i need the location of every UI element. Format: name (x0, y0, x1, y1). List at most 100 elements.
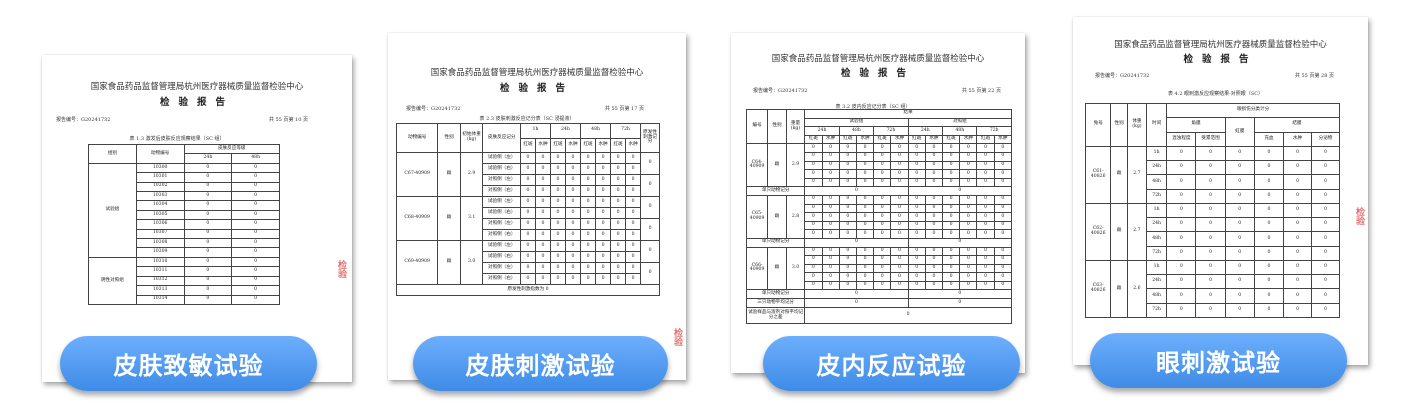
site-label: 试验侧（左） (482, 152, 521, 165)
value-cell: 0 (942, 212, 961, 222)
value-cell: 0 (907, 280, 926, 291)
value-cell: 0 (183, 294, 233, 305)
value-cell: 0 (907, 229, 926, 239)
value-cell: 0 (580, 251, 597, 263)
value-cell: 0 (924, 169, 944, 179)
table-row: 24h 0 0 0 0 0 0 (1086, 160, 1340, 176)
table-row: 对照侧（右） 0 0 0 0 0 0 0 0 (397, 185, 660, 198)
value-cell: 0 (890, 229, 909, 239)
value-cell: 0 (565, 251, 582, 263)
value-cell: 0 (890, 169, 909, 179)
site-label: 试验侧（左） (482, 196, 521, 209)
animal-id: C61-40826 (1084, 145, 1112, 204)
value-cell: 0 (534, 240, 552, 253)
value-cell: 0 (873, 143, 892, 153)
summary-label: 三只动物平均记分 (745, 298, 806, 308)
table-row: C66-40909 雌 3.0 0 0 0 0 0 0 0 0 0 0 0 0 (745, 246, 1013, 291)
column-header: 72h (610, 123, 642, 139)
value-cell: 0 (231, 172, 280, 183)
table-row: C64-40909 雌 2.9 0 0 0 0 0 0 0 0 0 0 0 0 (745, 143, 1013, 188)
column-header: 48h (231, 153, 280, 164)
value-cell: 0 (1311, 145, 1340, 162)
animal-id: 10311 (135, 266, 185, 277)
animal-id: 10312 (135, 275, 185, 287)
value-cell: 0 (924, 220, 944, 231)
value-cell: 0 (625, 262, 642, 274)
value-cell: 0 (959, 255, 978, 265)
value-cell: 0 (1311, 288, 1340, 304)
page-number: 共 55 页第 10 页 (268, 117, 308, 123)
value-cell: 0 (907, 194, 926, 205)
value-cell: 0 (942, 280, 961, 291)
table-row: 阴性对照组 10310 0 0 (88, 256, 280, 306)
value-cell: 0 (595, 218, 612, 231)
value-cell: 0 (873, 246, 892, 257)
value-cell: 0 (549, 196, 567, 209)
summary-value: 0 (804, 289, 909, 300)
animal-id: C68-40909 (395, 196, 439, 242)
value-cell: 0 (890, 203, 909, 214)
value-cell: 0 (231, 247, 280, 258)
column-header: 初始体重(kg) (459, 122, 484, 154)
value-cell: 0 (231, 228, 280, 240)
org-name: 国家食品药品监督管理局杭州医疗器械质量监督检验中心 (771, 54, 985, 64)
report-title: 检验报告 (1183, 54, 1258, 65)
value-cell: 0 (838, 220, 857, 231)
value-cell: 0 (838, 246, 857, 257)
table-caption: 表 2.3 皮肤刺激反应记分表（SC 浸提液） (479, 116, 575, 122)
value-cell: 0 (976, 272, 995, 282)
summary-label: 单只动物记分 (745, 186, 806, 196)
value-cell: 0 (1166, 245, 1197, 261)
column-header: 重量(kg) (785, 108, 806, 145)
value-cell: 0 (565, 240, 582, 253)
site-label: 对照侧（右） (482, 229, 521, 242)
column-header: 红斑 (580, 137, 597, 154)
label-skin-sensitization[interactable]: 皮肤致敏试验 (60, 336, 317, 391)
value-cell: 0 (1311, 231, 1340, 247)
value-cell: 0 (595, 163, 612, 176)
table-caption: 表 4.2 眼刺激反应观察结果-对照眼（SC） (1167, 91, 1264, 97)
value-cell: 0 (565, 152, 582, 165)
value-cell: 0 (890, 151, 909, 162)
value-cell: 0 (565, 229, 582, 242)
value-cell: 0 (959, 272, 978, 282)
label-skin-irritation[interactable]: 皮肤刺激试验 (413, 336, 668, 391)
value-cell: 0 (907, 263, 926, 274)
value-cell: 0 (855, 169, 875, 179)
column-header: 24h (804, 126, 840, 136)
value-cell: 0 (231, 162, 280, 174)
column-header: 水肿 (565, 137, 582, 154)
value-cell: 0 (580, 207, 597, 220)
value-cell: 0 (519, 163, 536, 176)
value-cell: 0 (534, 174, 552, 187)
value-cell: 0 (873, 151, 892, 162)
value-cell: 0 (565, 262, 582, 274)
summary-label: 单只动物记分 (745, 237, 806, 248)
report-page-intracutaneous: 国家食品药品监督管理局杭州医疗器械质量监督检验中心 检验报告 报告编号：G202… (731, 33, 1025, 373)
value-cell: 0 (890, 160, 909, 171)
value-cell: 0 (1311, 217, 1340, 233)
value-cell: 0 (1224, 245, 1255, 261)
column-header: 原发性刺激记分 (640, 122, 660, 154)
value-cell: 0 (231, 200, 280, 211)
value-cell: 0 (873, 194, 892, 205)
value-cell: 0 (183, 228, 233, 240)
value-cell: 0 (519, 196, 536, 209)
value-cell: 0 (855, 255, 875, 265)
report-page-skin-irritation: 国家食品药品监督管理局杭州医疗器械质量监督检验中心 检验报告 报告编号：G202… (388, 33, 686, 380)
label-intracutaneous[interactable]: 皮内反应试验 (763, 336, 1020, 391)
value-cell: 0 (580, 262, 597, 274)
value-cell: 0 (534, 185, 552, 198)
site-label: 试验侧（左） (482, 240, 521, 253)
weight-cell: 3.0 (785, 246, 806, 291)
summary-value: 0 (907, 289, 1013, 300)
value-cell: 0 (610, 251, 627, 263)
value-cell: 0 (1253, 231, 1285, 247)
column-header: 红斑 (873, 134, 892, 145)
label-eye-irritation[interactable]: 眼刺激试验 (1090, 333, 1347, 388)
value-cell: 0 (1311, 302, 1340, 319)
weight-cell: 2.6 (1126, 259, 1147, 319)
time-cell: 1h (1145, 259, 1168, 276)
column-header: 体重(kg) (1126, 103, 1147, 147)
